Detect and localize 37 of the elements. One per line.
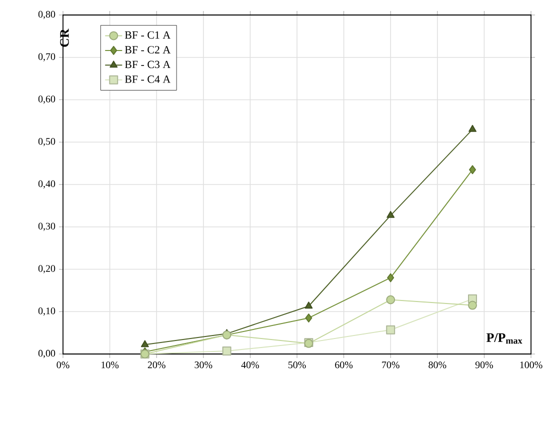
point — [304, 302, 313, 309]
point — [305, 313, 312, 322]
y-axis-title: CR — [60, 28, 69, 47]
point — [469, 165, 476, 174]
point — [386, 295, 396, 304]
x-tick-label: 80% — [428, 362, 446, 368]
y-tick-label: 0,20 — [38, 265, 56, 274]
y-tick-label: 0,60 — [38, 96, 56, 104]
point — [387, 273, 394, 282]
point — [386, 210, 395, 218]
x-tick-label: 60% — [335, 362, 353, 368]
legend-label: BF - C1 A — [124, 31, 171, 39]
x-axis-title: P/P$_{max}$ — [486, 333, 522, 344]
x-tick-label: 20% — [148, 362, 166, 368]
legend-label: BF - C2 A — [124, 46, 171, 54]
point — [140, 340, 149, 348]
point — [468, 300, 477, 310]
x-tick-label: 30% — [194, 362, 212, 368]
y-tick-label: 0,50 — [38, 138, 56, 146]
point — [222, 346, 232, 356]
x-tick-label: 10% — [102, 362, 119, 368]
y-tick-label: 0,80 — [38, 10, 56, 20]
x-tick-label: 70% — [382, 362, 400, 368]
point — [386, 325, 396, 334]
y-tick-label: 0,10 — [38, 308, 56, 316]
y-tick-label: 0,30 — [38, 222, 56, 231]
x-tick-label: 50% — [288, 362, 306, 368]
y-tick-label: 0,70 — [38, 53, 56, 62]
x-tick-label: 90% — [475, 362, 494, 368]
point — [468, 124, 476, 132]
x-tick-label: 0% — [56, 362, 70, 368]
y-tick-label: 0,40 — [38, 180, 56, 189]
y-tick-label: 0,00 — [38, 350, 56, 358]
x-tick-label: 40% — [241, 362, 259, 368]
legend-label: BF - C4 A — [124, 76, 171, 83]
legend-label: BF - C3 A — [124, 60, 171, 68]
x-tick-label: 100% — [520, 362, 542, 368]
